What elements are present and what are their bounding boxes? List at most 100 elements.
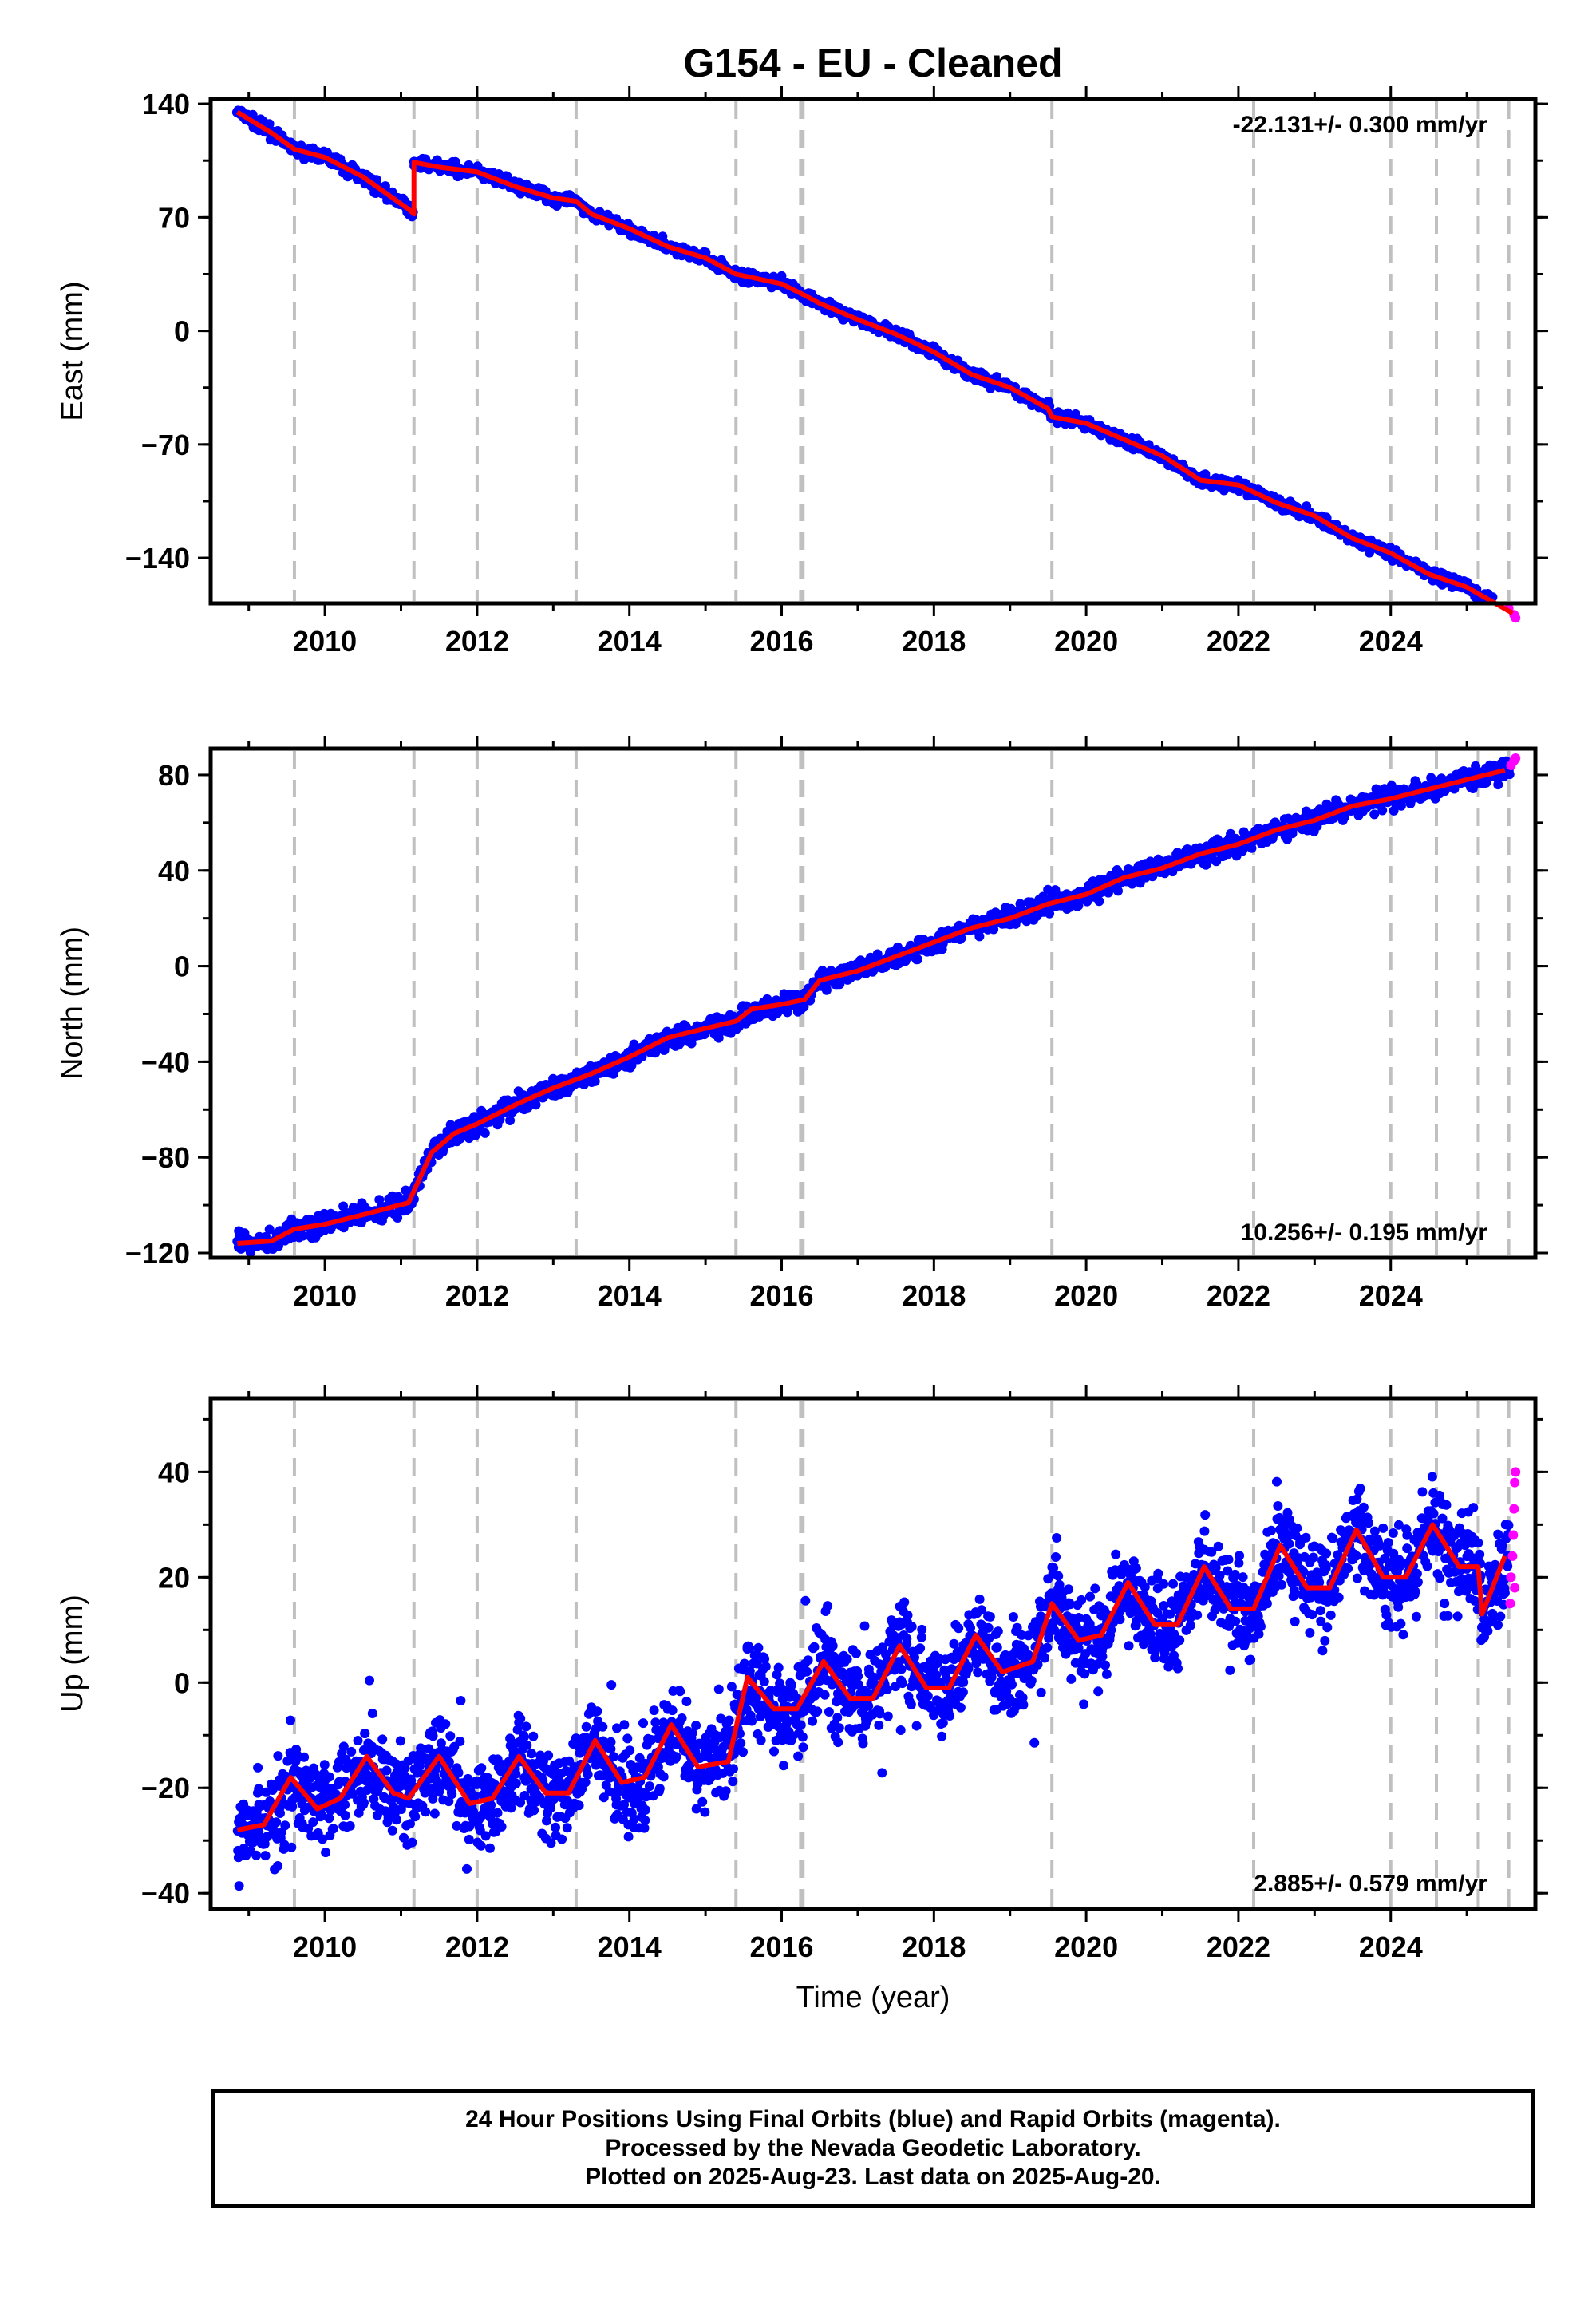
up-final-point (773, 1662, 784, 1673)
north-x-tick-label: 2016 (749, 1279, 813, 1312)
east-y-tick-label: 0 (174, 315, 190, 348)
up-final-point (464, 1834, 474, 1844)
up-final-point (360, 1729, 370, 1738)
north-final-point (1504, 769, 1515, 780)
up-final-point (985, 1611, 995, 1622)
up-final-point (859, 1621, 870, 1631)
up-final-point (697, 1796, 708, 1807)
up-final-point (797, 1732, 808, 1742)
north-final-point (1094, 896, 1104, 907)
north-final-point (913, 954, 922, 965)
up-final-point (938, 1717, 948, 1728)
up-final-point (421, 1807, 431, 1817)
chart-title: G154 - EU - Cleaned (683, 41, 1062, 85)
north-final-point (1377, 805, 1388, 816)
up-final-point (476, 1763, 487, 1773)
east-x-tick-label: 2016 (749, 625, 813, 658)
up-final-point (275, 1808, 285, 1818)
up-final-point (640, 1804, 650, 1815)
up-final-point (729, 1764, 738, 1774)
up-final-point (903, 1611, 913, 1620)
up-final-point (622, 1733, 633, 1744)
up-final-point (937, 1731, 947, 1741)
up-final-point (906, 1699, 916, 1709)
east-panel: 2010 2012 2014 2016 2018 2020 2022 2024140700−7… (56, 86, 1548, 658)
up-final-point (445, 1731, 456, 1741)
up-final-point (922, 1691, 933, 1701)
up-final-point (638, 1718, 648, 1729)
up-final-point (726, 1682, 737, 1692)
up-final-point (756, 1735, 766, 1745)
east-x-tick-label: 2022 (1207, 625, 1270, 658)
up-final-point (883, 1711, 893, 1721)
north-final-point (505, 1116, 516, 1125)
up-final-point (543, 1750, 554, 1761)
up-final-point (476, 1840, 486, 1851)
up-final-point (619, 1720, 630, 1730)
east-model-line (235, 109, 1514, 615)
up-final-point (286, 1715, 295, 1725)
up-final-point (820, 1690, 830, 1700)
up-final-point (812, 1706, 823, 1717)
up-final-orbit-points (232, 1472, 1514, 1891)
up-final-point (800, 1595, 811, 1606)
up-final-point (428, 1731, 438, 1741)
east-x-tick-label: 2012 (445, 625, 509, 658)
up-final-point (234, 1881, 244, 1891)
north-final-point (480, 1128, 490, 1138)
north-x-tick-label: 2014 (598, 1279, 662, 1312)
east-rate-label: -22.131+/- 0.300 mm/yr (1233, 112, 1488, 138)
up-final-point (528, 1731, 539, 1741)
up-final-point (658, 1772, 669, 1782)
east-final-point (264, 119, 275, 129)
up-final-point (574, 1800, 584, 1811)
up-final-point (598, 1721, 608, 1732)
up-final-point (407, 1837, 417, 1848)
up-final-point (877, 1768, 887, 1778)
up-final-point (802, 1666, 812, 1677)
up-final-point (319, 1760, 330, 1770)
north-x-tick-label: 2010 (293, 1279, 357, 1312)
up-final-point (340, 1810, 350, 1820)
up-final-point (1008, 1612, 1018, 1622)
north-y-axis-label: North (mm) (56, 927, 89, 1080)
up-final-point (562, 1823, 572, 1833)
east-y-tick-label: −140 (125, 542, 190, 575)
up-final-point (1007, 1679, 1017, 1690)
up-final-point (958, 1687, 968, 1697)
up-final-point (681, 1697, 692, 1706)
up-final-point (974, 1594, 985, 1604)
up-final-point (253, 1762, 263, 1773)
east-x-tick-label: 2020 (1054, 625, 1118, 658)
north-y-tick-label: −120 (125, 1237, 190, 1270)
east-x-tick-label: 2010 (293, 625, 357, 658)
up-final-point (713, 1684, 724, 1694)
up-final-point (345, 1820, 355, 1831)
up-final-point (251, 1850, 262, 1860)
up-final-point (875, 1709, 885, 1719)
up-final-point (973, 1667, 983, 1678)
east-y-axis-label: East (mm) (56, 281, 89, 421)
up-final-point (954, 1623, 964, 1634)
up-final-point (273, 1861, 283, 1871)
north-x-tick-label: 2020 (1054, 1279, 1118, 1312)
up-final-point (654, 1784, 665, 1794)
east-y-tick-label: −70 (141, 429, 190, 461)
up-final-point (667, 1705, 678, 1716)
up-final-point (273, 1751, 283, 1761)
north-x-tick-label: 2024 (1359, 1279, 1423, 1312)
up-final-point (280, 1820, 290, 1831)
up-final-point (983, 1622, 994, 1633)
up-final-point (353, 1736, 363, 1745)
up-final-point (895, 1725, 906, 1735)
up-final-point (798, 1742, 808, 1753)
up-final-point (911, 1721, 922, 1731)
up-final-point (606, 1680, 617, 1690)
up-final-point (649, 1705, 659, 1716)
north-rapid-point (1511, 753, 1521, 763)
up-final-point (583, 1769, 593, 1780)
north-rate-label: 10.256+/- 0.195 mm/yr (1241, 1219, 1488, 1246)
up-final-point (557, 1834, 567, 1844)
up-final-point (346, 1746, 357, 1757)
